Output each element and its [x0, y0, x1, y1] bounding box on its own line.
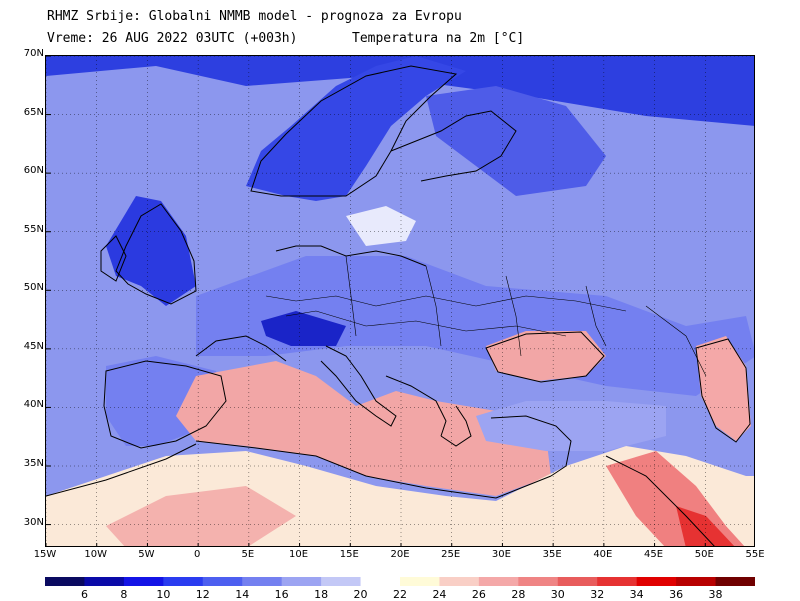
longitude-label: 55E [745, 549, 765, 560]
legend-label: 22 [393, 588, 407, 601]
legend-label: 20 [353, 588, 368, 601]
legend-swatch [557, 577, 598, 586]
legend-label: 30 [550, 588, 565, 601]
legend-swatch [676, 577, 717, 586]
latitude-label: 60N [23, 165, 44, 177]
legend-label: 32 [590, 588, 605, 601]
legend-label: 26 [471, 588, 486, 601]
legend-label: 6 [80, 588, 88, 601]
longitude-label: 50E [694, 549, 714, 560]
latitude-label: 65N [23, 106, 44, 118]
legend-label: 12 [195, 588, 210, 601]
longitude-label: 15W [33, 549, 57, 560]
alps-cold [261, 311, 346, 346]
longitude-label: 25E [441, 549, 461, 560]
legend-label: 36 [669, 588, 684, 601]
legend-swatch [321, 577, 362, 586]
map-title: RHMZ Srbije: Globalni NMMB model - progn… [47, 9, 462, 24]
coastlines [46, 65, 751, 546]
legend-label: 34 [629, 588, 644, 601]
britain-cold [106, 196, 196, 306]
color-legend [45, 577, 755, 586]
legend-swatch [84, 577, 125, 586]
legend-label: 16 [274, 588, 289, 601]
caspian-warm [696, 336, 751, 441]
longitude-label: 15E [339, 549, 359, 560]
latitude-label: 35N [23, 458, 44, 469]
longitude-label: 10W [84, 549, 108, 560]
longitude-label: 10E [289, 549, 309, 560]
latitude-label: 70N [23, 48, 44, 59]
longitude-label: 0 [193, 549, 201, 560]
legend-label: 10 [156, 588, 171, 601]
legend-label: 38 [708, 588, 723, 601]
legend-swatch [123, 577, 164, 586]
longitude-label: 45E [644, 549, 664, 560]
legend-swatch [202, 577, 243, 586]
anatolia [476, 401, 666, 451]
legend-swatch [281, 577, 322, 586]
legend-swatch [400, 577, 440, 586]
baltic-light [346, 206, 416, 246]
legend-swatch [163, 577, 204, 586]
finland-region [426, 86, 606, 196]
legend-swatch [518, 577, 559, 586]
latitude-label: 55N [23, 223, 44, 235]
longitude-label: 35E [542, 549, 562, 560]
black-sea-warm [486, 331, 606, 381]
longitude-label: 5E [241, 549, 255, 560]
legend-swatch [636, 577, 677, 586]
latitude-label: 30N [23, 516, 44, 528]
legend-label: 28 [511, 588, 526, 601]
legend-label: 24 [432, 588, 447, 601]
country-borders [265, 255, 707, 377]
sahara-warm-west [106, 486, 296, 546]
legend-label: 14 [235, 588, 250, 601]
mediterranean-warm [176, 361, 551, 496]
arctic-cold-area [46, 56, 754, 126]
scandinavia-cold [246, 56, 466, 201]
legend-label: 8 [120, 588, 128, 601]
latitude-label: 45N [23, 340, 44, 352]
legend-swatch [478, 577, 519, 586]
legend-swatch [45, 577, 85, 586]
legend-swatch [360, 577, 401, 586]
latitude-label: 40N [23, 399, 44, 411]
longitude-label: 5W [138, 549, 155, 560]
legend-swatch [242, 577, 283, 586]
variable-label: Temperatura na 2m [°C] [352, 31, 525, 46]
longitude-label: 40E [593, 549, 613, 560]
temperature-map [45, 55, 755, 547]
arabia-hot [676, 506, 735, 546]
legend-swatch [597, 577, 638, 586]
longitude-label: 30E [491, 549, 511, 560]
legend-label: 18 [314, 588, 329, 601]
legend-swatch [439, 577, 480, 586]
forecast-time: Vreme: 26 AUG 2022 03UTC (+003h) [47, 31, 298, 46]
longitude-label: 20E [390, 549, 410, 560]
central-europe [196, 256, 754, 396]
latitude-label: 50N [23, 282, 44, 294]
legend-swatch [715, 577, 755, 586]
